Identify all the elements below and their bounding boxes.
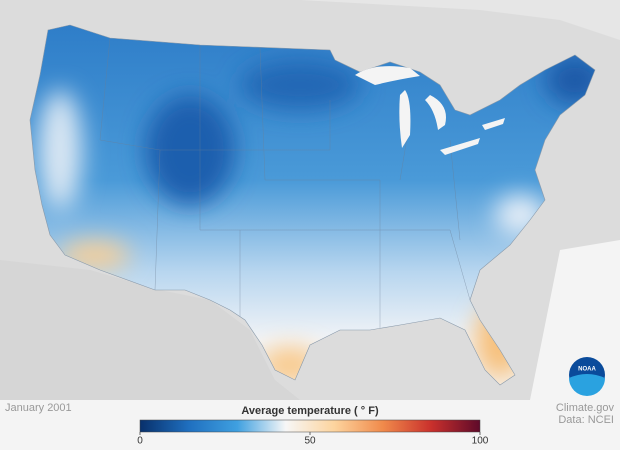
credit-source: Climate.gov: [556, 402, 615, 414]
lake: [425, 95, 446, 130]
border: [240, 229, 471, 301]
great-lakes: [355, 66, 505, 155]
canada: [0, 0, 620, 40]
border: [199, 45, 241, 320]
tick-label: 50: [304, 436, 316, 447]
noaa-logo: NOAA: [569, 357, 605, 396]
cold-area: [240, 60, 360, 110]
legend-title: Average temperature ( ° F): [241, 405, 379, 417]
lake: [355, 66, 420, 85]
lake: [399, 90, 411, 148]
mild-area: [38, 90, 82, 210]
mexico: [0, 260, 300, 400]
state-borders: [99, 37, 471, 330]
credit-data: Data: NCEI: [558, 414, 614, 426]
border: [259, 47, 381, 330]
tick-label: 100: [472, 436, 489, 447]
border: [99, 37, 161, 291]
map-date: January 2001: [5, 402, 72, 414]
color-bar: 0 50 100: [137, 419, 489, 447]
tick-label: 0: [137, 436, 143, 447]
lake: [440, 138, 480, 155]
logo-text: NOAA: [578, 367, 596, 373]
lake: [482, 118, 505, 130]
ocean: [530, 240, 620, 400]
color-scale: [139, 419, 481, 433]
logo-wave: [569, 374, 605, 396]
border: [160, 100, 331, 151]
